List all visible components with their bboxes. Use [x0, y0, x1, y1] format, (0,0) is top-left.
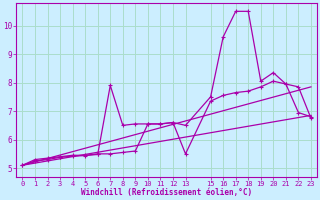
X-axis label: Windchill (Refroidissement éolien,°C): Windchill (Refroidissement éolien,°C)	[81, 188, 252, 197]
